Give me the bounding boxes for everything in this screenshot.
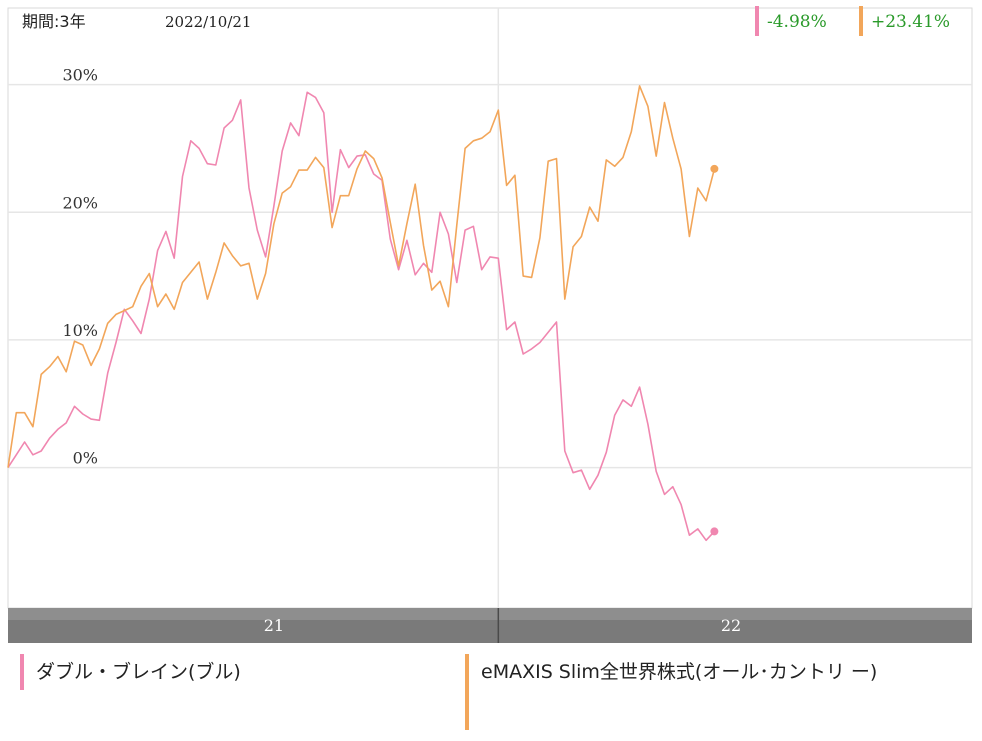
y-tick-label: 10% [62,321,98,340]
y-axis-ticks: 30% 20% 10% 0% [62,66,98,468]
legend-label-2: eMAXIS Slim全世界株式(オール･カントリ ー) [481,661,878,683]
return-value-2: +23.41% [871,12,950,32]
series-lines [7,85,719,542]
legend-item-1: ダブル・ブレイン(ブル) [20,652,440,732]
date-label: 2022/10/21 [165,13,251,31]
x-axis-band-highlight [8,608,972,620]
legend-label-1: ダブル・ブレイン(ブル) [36,661,241,683]
legend-swatch-2 [465,654,469,730]
series-end-point-2 [710,164,719,173]
return-marker-1 [755,6,759,36]
y-tick-label: 0% [73,449,98,468]
x-tick-label: 22 [721,616,741,635]
x-axis-ticks: 21 22 [264,608,741,643]
series-end-point-1 [710,527,719,536]
legend-swatch-1 [20,654,24,690]
chart: 期間:3年 2022/10/21 -4.98% +23.41% 30% 20% 10… [7,6,973,643]
series-line-1 [7,91,715,542]
y-tick-label: 20% [62,193,98,212]
grid-lines [8,8,972,608]
legend-item-2: eMAXIS Slim全世界株式(オール･カントリ ー) [465,652,885,732]
return-marker-2 [859,6,863,36]
line-chart: 期間:3年 2022/10/21 -4.98% +23.41% 30% 20% 10… [7,6,973,643]
x-tick-label: 21 [264,616,284,635]
series-line-2 [7,85,716,468]
y-tick-label: 30% [62,66,98,85]
plot-area [7,7,973,609]
return-value-1: -4.98% [767,12,827,32]
period-label: 期間:3年 [22,12,86,31]
